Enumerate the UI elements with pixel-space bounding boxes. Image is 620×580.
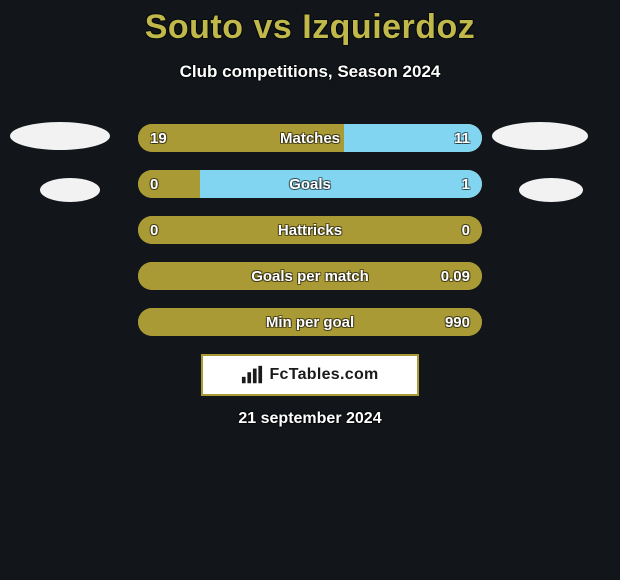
- stat-value-right: 0.09: [441, 262, 470, 290]
- stat-label: Min per goal: [138, 308, 482, 336]
- stat-label: Goals per match: [138, 262, 482, 290]
- attribution-badge: FcTables.com: [201, 354, 419, 396]
- stat-row: Matches19 11: [138, 124, 482, 152]
- stat-row: Goals per match0.09: [138, 262, 482, 290]
- stat-value-left: 19: [150, 124, 167, 152]
- stat-row: Min per goal990: [138, 308, 482, 336]
- player-left-shadow: [40, 178, 100, 202]
- stats-panel: Matches1911Goals01Hattricks00Goals per m…: [138, 124, 482, 354]
- stat-value-right: 0: [462, 216, 470, 244]
- player-left-avatar: [10, 122, 110, 150]
- player-right-shadow: [519, 178, 583, 202]
- stat-value-right: 11: [454, 124, 470, 152]
- stat-row: Goals0 1: [138, 170, 482, 198]
- stat-value-right: 990: [445, 308, 470, 336]
- stat-label: Matches: [138, 124, 482, 152]
- comparison-subtitle: Club competitions, Season 2024: [0, 62, 620, 82]
- stat-value-right: 1: [462, 170, 470, 198]
- player-right-avatar: [492, 122, 588, 150]
- generated-date: 21 september 2024: [0, 410, 620, 428]
- attribution-text: FcTables.com: [269, 366, 378, 384]
- stat-value-left: 0: [150, 170, 158, 198]
- stat-value-left: 0: [150, 216, 158, 244]
- comparison-title: Souto vs Izquierdoz: [0, 8, 620, 47]
- stat-row: Hattricks0 0: [138, 216, 482, 244]
- stat-label: Goals: [138, 170, 482, 198]
- bars-icon: [241, 365, 263, 385]
- stat-label: Hattricks: [138, 216, 482, 244]
